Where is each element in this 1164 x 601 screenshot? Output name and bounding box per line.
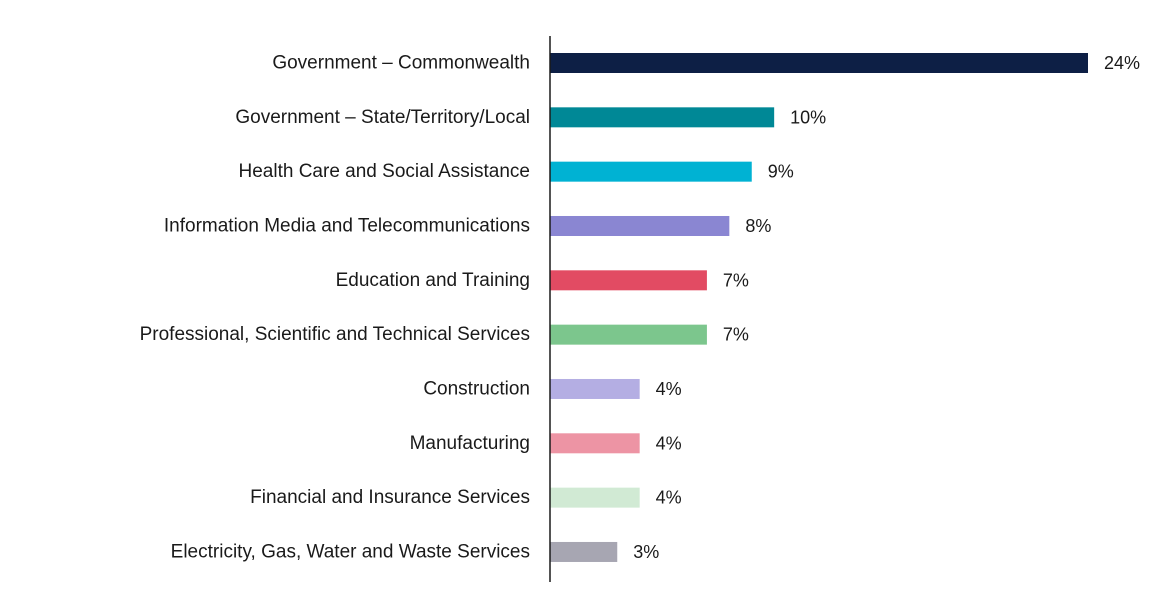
bar <box>550 161 752 182</box>
value-label: 4% <box>656 379 682 399</box>
bar <box>550 541 618 562</box>
category-label: Financial and Insurance Services <box>250 487 530 508</box>
category-label: Manufacturing <box>410 433 530 454</box>
bar <box>550 270 707 291</box>
bar <box>550 324 707 345</box>
value-label: 10% <box>790 107 826 127</box>
value-label: 8% <box>745 216 771 236</box>
category-label: Education and Training <box>336 270 530 291</box>
category-label: Professional, Scientific and Technical S… <box>140 324 530 345</box>
bar <box>550 107 775 128</box>
bars-layer <box>550 53 1088 562</box>
value-label: 4% <box>656 488 682 508</box>
category-label: Information Media and Telecommunications <box>164 215 530 236</box>
value-label: 7% <box>723 270 749 290</box>
category-label: Government – State/Territory/Local <box>235 107 530 128</box>
category-label: Government – Commonwealth <box>272 53 530 74</box>
bar <box>550 53 1088 73</box>
value-label: 7% <box>723 325 749 345</box>
value-label: 9% <box>768 162 794 182</box>
category-label: Electricity, Gas, Water and Waste Servic… <box>171 541 530 562</box>
value-label: 3% <box>633 542 659 562</box>
bar <box>550 487 640 508</box>
bar <box>550 433 640 454</box>
value-label: 4% <box>656 433 682 453</box>
bar <box>550 378 640 399</box>
category-label: Health Care and Social Assistance <box>239 161 531 182</box>
value-label: 24% <box>1104 53 1140 73</box>
category-labels: Government – Commonwealth Government – St… <box>140 53 530 563</box>
value-labels: 24% 10% 9% 8% 7% 7% 4% 4% 4% 3% <box>633 53 1140 562</box>
bar <box>550 215 730 236</box>
category-label: Construction <box>423 378 530 399</box>
